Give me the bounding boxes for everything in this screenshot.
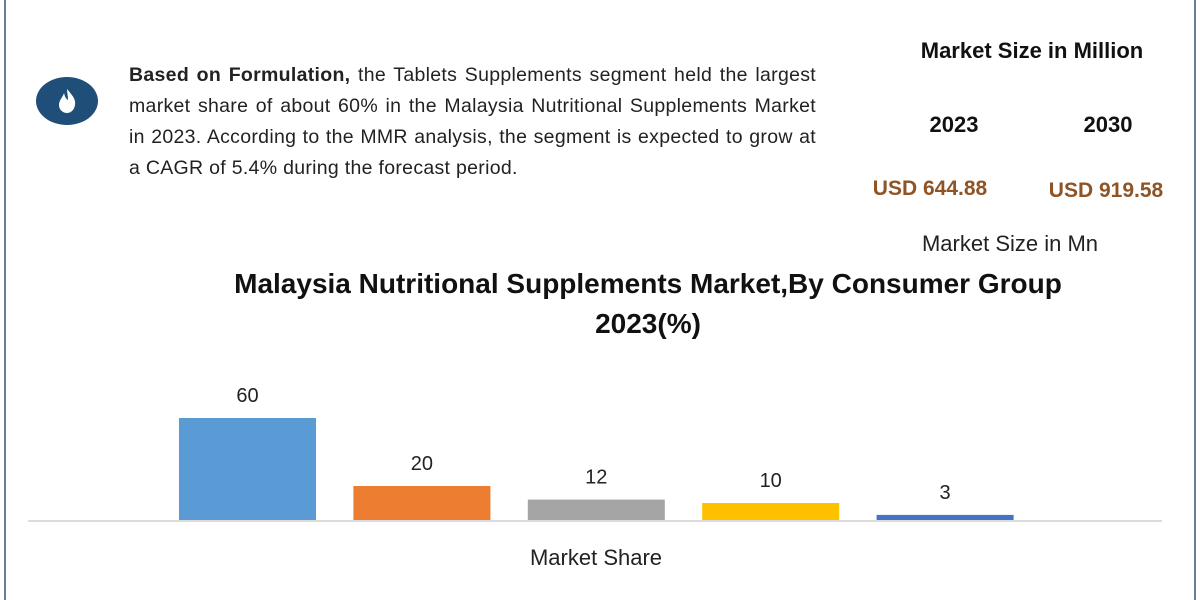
data-label: 60: [236, 385, 258, 407]
data-label: 12: [585, 467, 607, 489]
bar: [527, 499, 665, 520]
bar: [876, 514, 1014, 520]
flame: [59, 89, 76, 113]
description: Based on Formulation, the Tablets Supple…: [129, 60, 816, 184]
x-axis-label: Market Share: [530, 545, 662, 570]
bar: [179, 418, 316, 520]
size-unit: Market Size in Mn: [922, 231, 1098, 256]
data-label: 20: [411, 453, 433, 475]
year: 2023: [930, 112, 979, 137]
size-value: USD 644.88: [873, 177, 988, 200]
year: 2030: [1084, 112, 1133, 137]
size-title: Market Size in Million: [921, 38, 1143, 63]
size-value: USD 919.58: [1049, 179, 1164, 202]
chart-title: Malaysia Nutritional Supplements Market,…: [234, 268, 1062, 339]
body: the Tablets Supplements segment held the…: [129, 64, 816, 179]
lead: Based on Formulation,: [129, 64, 351, 86]
bar: [353, 486, 491, 520]
data-label: 3: [940, 482, 951, 504]
data-label: 10: [760, 470, 782, 492]
bar: [702, 503, 840, 520]
